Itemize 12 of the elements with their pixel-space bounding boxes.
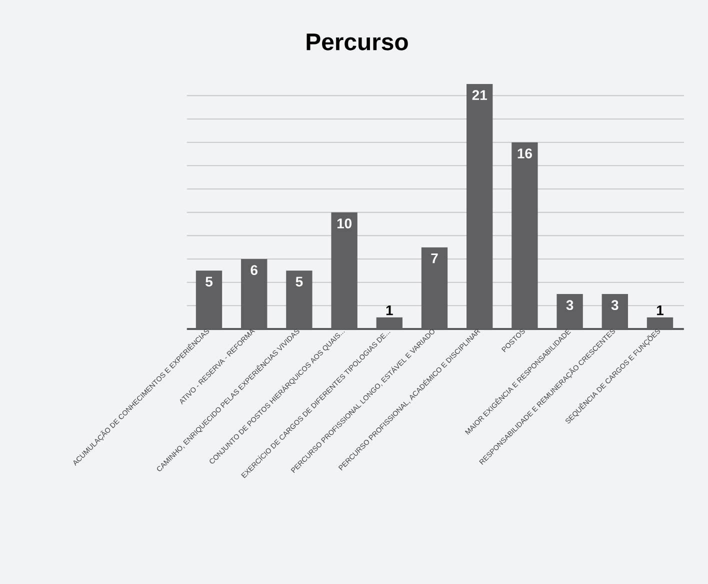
- data-label: 3: [611, 300, 618, 310]
- data-label: 10: [337, 218, 352, 228]
- chart-title: Percurso: [306, 34, 408, 50]
- data-label: 1: [386, 306, 393, 316]
- data-label: 7: [431, 254, 438, 264]
- data-label: 5: [206, 276, 213, 287]
- data-label: 16: [518, 148, 532, 158]
- data-label: 5: [296, 276, 303, 287]
- data-label: 6: [250, 265, 258, 276]
- data-label: 1: [657, 306, 664, 316]
- data-label: 3: [566, 300, 574, 310]
- data-label: 21: [472, 90, 487, 100]
